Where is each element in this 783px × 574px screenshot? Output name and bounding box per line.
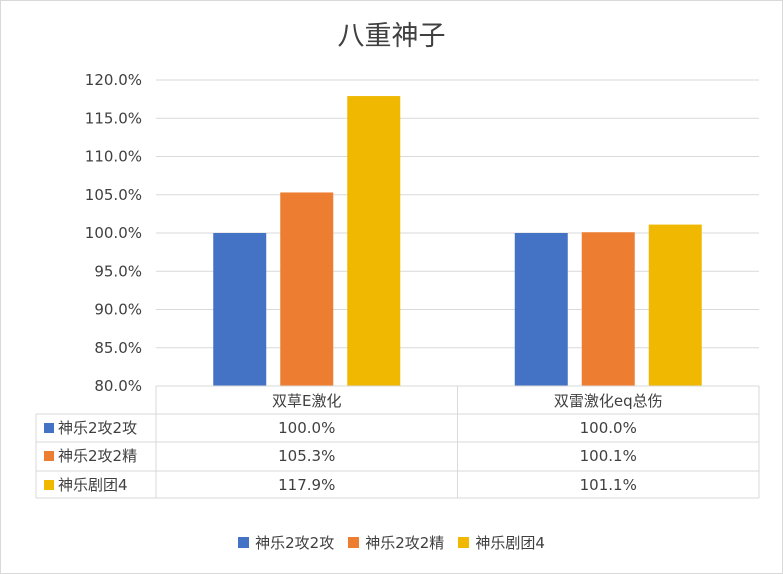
bar bbox=[213, 233, 267, 386]
y-tick-label: 115.0% bbox=[85, 109, 142, 127]
legend-swatch bbox=[238, 537, 250, 548]
y-tick-label: 110.0% bbox=[85, 148, 142, 166]
table-data-value: 100.1% bbox=[580, 447, 637, 465]
table-data-value: 105.3% bbox=[278, 447, 335, 465]
y-tick-label: 80.0% bbox=[94, 377, 142, 395]
y-tick-label: 95.0% bbox=[94, 262, 142, 280]
legend-swatch bbox=[458, 537, 470, 548]
table-data-value: 100.0% bbox=[278, 419, 335, 437]
y-tick-label: 90.0% bbox=[94, 301, 142, 319]
legend-item: 神乐2攻2攻 bbox=[238, 532, 334, 553]
bar bbox=[514, 233, 568, 386]
table-data-value: 101.1% bbox=[580, 476, 637, 494]
table-data-value: 100.0% bbox=[580, 419, 637, 437]
bar bbox=[280, 192, 334, 386]
legend-item: 神乐2攻2精 bbox=[348, 532, 444, 553]
table-data-value: 117.9% bbox=[278, 476, 335, 494]
bar bbox=[347, 96, 401, 386]
legend-swatch bbox=[348, 537, 360, 548]
legend-label: 神乐2攻2精 bbox=[365, 534, 445, 552]
y-tick-label: 105.0% bbox=[85, 186, 142, 204]
chart-title: 八重神子 bbox=[337, 21, 446, 52]
bar bbox=[581, 232, 635, 386]
legend: 神乐2攻2攻 神乐2攻2精 神乐剧团4 bbox=[0, 532, 783, 553]
table-series-name: 神乐2攻2攻 bbox=[58, 419, 137, 437]
y-tick-label: 100.0% bbox=[85, 224, 142, 242]
table-series-name: 神乐剧团4 bbox=[58, 476, 128, 494]
table-legend-key bbox=[44, 480, 54, 490]
table-legend-key bbox=[44, 423, 54, 433]
x-category-label: 双草E激化 bbox=[272, 392, 341, 410]
table-series-name: 神乐2攻2精 bbox=[58, 447, 137, 465]
y-tick-label: 85.0% bbox=[94, 339, 142, 357]
legend-item: 神乐剧团4 bbox=[458, 532, 545, 553]
bar bbox=[648, 224, 702, 386]
legend-label: 神乐剧团4 bbox=[475, 534, 545, 552]
legend-label: 神乐2攻2攻 bbox=[255, 534, 335, 552]
x-category-label: 双雷激化eq总伤 bbox=[554, 392, 663, 410]
y-tick-label: 120.0% bbox=[85, 71, 142, 89]
table-legend-key bbox=[44, 451, 54, 461]
